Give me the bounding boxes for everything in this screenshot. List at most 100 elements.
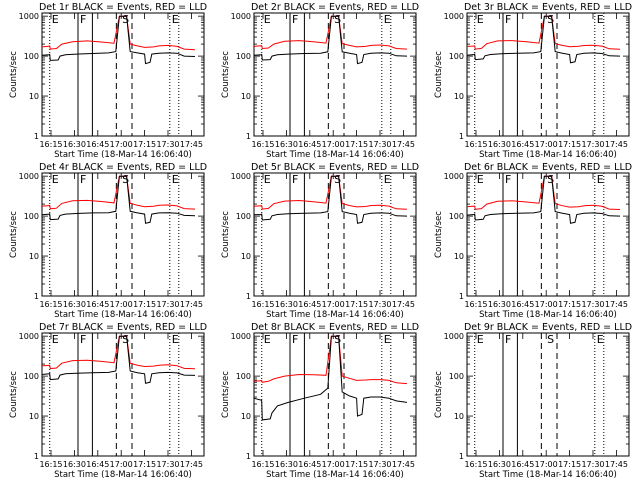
marker-label: S xyxy=(547,333,554,346)
x-axis-label: Start Time (18-Mar-14 16:06:40) xyxy=(266,470,404,480)
marker-label: E xyxy=(52,333,59,346)
marker-label: E xyxy=(52,173,59,186)
x-axis-label: Start Time (18-Mar-14 16:06:40) xyxy=(479,310,617,320)
marker-label: S xyxy=(122,13,129,26)
x-tick-label: 17:15 xyxy=(345,300,368,309)
panel-title: Det 8r BLACK = Events, RED = LLD xyxy=(251,322,419,333)
panel-title: Det 4r BLACK = Events, RED = LLD xyxy=(39,162,207,173)
marker-label: S xyxy=(334,13,341,26)
x-axis-label: Start Time (18-Mar-14 16:06:40) xyxy=(54,150,192,160)
marker-label: E xyxy=(264,173,271,186)
x-tick-label: 16:45 xyxy=(511,460,534,469)
y-tick-label: 1 xyxy=(246,292,251,301)
y-tick-label: 10 xyxy=(241,252,251,261)
x-tick-label: 17:30 xyxy=(368,300,391,309)
plot-frame xyxy=(41,332,205,457)
x-tick-label: 17:45 xyxy=(180,140,203,149)
x-tick-label: 16:15 xyxy=(464,140,487,149)
panel-title: Det 2r BLACK = Events, RED = LLD xyxy=(251,2,419,13)
x-tick-label: 17:45 xyxy=(392,460,415,469)
x-tick-label: 16:30 xyxy=(63,460,86,469)
x-tick-label: 17:45 xyxy=(605,140,628,149)
y-tick-label: 100 xyxy=(449,372,464,381)
x-tick-label: 17:00 xyxy=(535,300,558,309)
panel-title: Det 6r BLACK = Events, RED = LLD xyxy=(464,162,632,173)
y-tick-label: 1000 xyxy=(231,12,251,21)
x-tick-label: 16:45 xyxy=(511,140,534,149)
x-axis-label: Start Time (18-Mar-14 16:06:40) xyxy=(479,150,617,160)
x-tick-label: 17:15 xyxy=(133,460,156,469)
x-axis-label: Start Time (18-Mar-14 16:06:40) xyxy=(54,470,192,480)
x-tick-label: 17:15 xyxy=(133,140,156,149)
y-tick-label: 100 xyxy=(449,52,464,61)
y-tick-label: 100 xyxy=(24,372,39,381)
events-series-line xyxy=(466,175,621,224)
events-series-line xyxy=(41,335,196,384)
y-tick-label: 1000 xyxy=(19,12,39,21)
panel-title: Det 5r BLACK = Events, RED = LLD xyxy=(251,162,419,173)
y-tick-label: 100 xyxy=(24,52,39,61)
y-tick-label: 10 xyxy=(454,252,464,261)
x-tick-label: 17:45 xyxy=(605,460,628,469)
y-axis-label: Counts/sec xyxy=(434,51,444,98)
marker-label: E xyxy=(172,333,179,346)
x-axis-label: Start Time (18-Mar-14 16:06:40) xyxy=(479,470,617,480)
y-axis-label: Counts/sec xyxy=(9,51,19,98)
events-series-line xyxy=(466,15,621,64)
marker-label: F xyxy=(292,173,298,186)
x-tick-label: 16:45 xyxy=(86,140,109,149)
y-tick-label: 10 xyxy=(241,92,251,101)
y-tick-label: 1 xyxy=(459,292,464,301)
x-tick-label: 16:45 xyxy=(86,460,109,469)
y-tick-label: 10 xyxy=(454,92,464,101)
chart-panel-1: Det 1r BLACK = Events, RED = LLD 1 10 100 10… xyxy=(9,2,207,160)
y-tick-label: 1000 xyxy=(231,332,251,341)
y-axis-label: Counts/sec xyxy=(9,211,19,258)
marker-label: F xyxy=(505,173,511,186)
marker-label: F xyxy=(292,13,298,26)
y-tick-label: 1 xyxy=(246,452,251,461)
chart-panel-7: Det 7r BLACK = Events, RED = LLD 1 10 100 10… xyxy=(9,322,207,480)
x-tick-label: 17:30 xyxy=(368,140,391,149)
events-series-line xyxy=(253,15,408,65)
y-tick-label: 10 xyxy=(29,412,39,421)
marker-label: S xyxy=(547,173,554,186)
x-tick-label: 17:30 xyxy=(156,140,179,149)
plot-frame xyxy=(41,12,205,137)
x-tick-label: 16:30 xyxy=(488,460,511,469)
x-tick-label: 16:15 xyxy=(39,140,62,149)
y-tick-label: 1 xyxy=(459,132,464,141)
x-tick-label: 17:15 xyxy=(345,140,368,149)
marker-label: S xyxy=(334,173,341,186)
marker-label: E xyxy=(172,13,179,26)
x-tick-label: 17:00 xyxy=(535,140,558,149)
plot-frame xyxy=(41,172,205,297)
y-tick-label: 1000 xyxy=(19,332,39,341)
marker-label: E xyxy=(264,333,271,346)
x-tick-label: 16:30 xyxy=(488,140,511,149)
x-tick-label: 17:45 xyxy=(180,300,203,309)
x-tick-label: 17:30 xyxy=(581,300,604,309)
x-tick-label: 17:00 xyxy=(322,300,345,309)
chart-panel-5: Det 5r BLACK = Events, RED = LLD 1 10 100 10… xyxy=(221,162,419,320)
plot-frame xyxy=(253,332,417,457)
y-tick-label: 100 xyxy=(24,212,39,221)
x-tick-label: 16:15 xyxy=(39,300,62,309)
x-tick-label: 17:00 xyxy=(322,460,345,469)
panel-title: Det 3r BLACK = Events, RED = LLD xyxy=(464,2,632,13)
x-tick-label: 17:00 xyxy=(110,460,133,469)
marker-label: E xyxy=(52,13,59,26)
x-tick-label: 16:15 xyxy=(251,300,274,309)
x-tick-label: 16:15 xyxy=(251,140,274,149)
x-tick-label: 17:45 xyxy=(180,460,203,469)
x-tick-label: 17:00 xyxy=(110,300,133,309)
x-tick-label: 16:30 xyxy=(63,140,86,149)
x-tick-label: 17:15 xyxy=(558,140,581,149)
y-tick-label: 1 xyxy=(34,132,39,141)
events-series-line xyxy=(41,175,196,224)
x-tick-label: 17:45 xyxy=(392,140,415,149)
events-series-line xyxy=(253,335,408,421)
marker-label: F xyxy=(505,13,511,26)
y-tick-label: 1 xyxy=(34,292,39,301)
chart-panel-2: Det 2r BLACK = Events, RED = LLD 1 10 100 10… xyxy=(221,2,419,160)
